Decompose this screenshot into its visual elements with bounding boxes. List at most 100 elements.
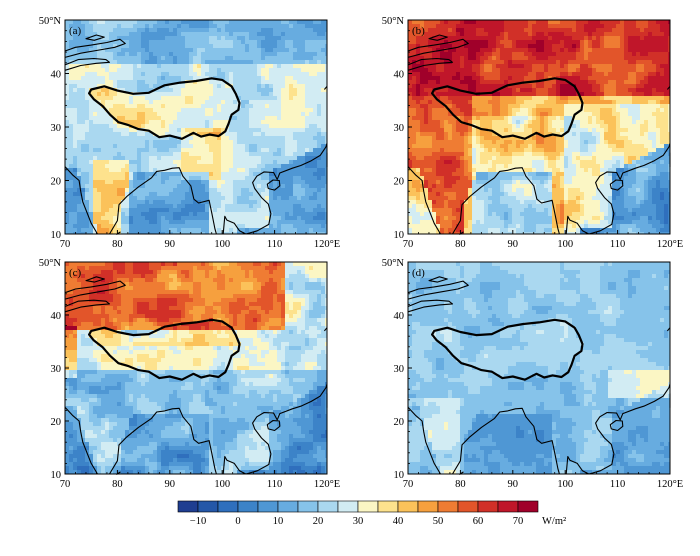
x-tick-label-a: 100 [214, 239, 230, 250]
colorbar-swatch [317, 500, 339, 513]
map-panel-b: (b) 70 80 90 100 110 120°E 50°N 40 30 20 10 [382, 16, 683, 250]
y-tick-label-b: 50°N [382, 16, 405, 27]
colorbar-unit: W/m² [542, 516, 566, 527]
coastline-b-1 [452, 167, 560, 235]
x-tick-label-b: 90 [508, 239, 519, 250]
y-tick-label-a: 20 [51, 177, 62, 188]
x-tick-label-d: 120°E [657, 479, 683, 490]
coastline-a-5 [64, 57, 111, 71]
colorbar-swatch [197, 500, 219, 513]
x-tick-label-d: 100 [557, 479, 573, 490]
y-tick-label-c: 20 [51, 417, 62, 428]
lake-outline-d [428, 276, 448, 283]
y-tick-label-a: 10 [51, 230, 62, 241]
colorbar-tick-label: 20 [313, 516, 324, 527]
x-tick-label-b: 100 [557, 239, 573, 250]
coastline-b-2 [565, 142, 671, 235]
colorbar-swatch [237, 500, 259, 513]
hainan-island-d [609, 419, 624, 432]
coastline-d-0 [407, 406, 441, 475]
x-tick-label-c: 80 [112, 479, 123, 490]
coastline-d-1 [452, 407, 560, 475]
x-tick-label-d: 110 [610, 479, 625, 490]
x-tick-label-b: 70 [403, 239, 414, 250]
x-tick-label-b: 110 [610, 239, 625, 250]
y-tick-label-a: 30 [51, 123, 62, 134]
coastline-d-4 [407, 280, 469, 300]
plateau-boundary-d [431, 318, 584, 381]
shaded-field-d [408, 262, 671, 475]
colorbar: −10 0 10 20 30 40 50 60 70 W/m² [177, 500, 566, 527]
y-tick-label-a: 50°N [39, 16, 62, 27]
x-tick-label-d: 70 [403, 479, 414, 490]
map-panel-a: (a) 70 80 90 100 110 120°E 50°N 40 30 20 10 [39, 16, 340, 250]
x-tick-label-d: 80 [455, 479, 466, 490]
y-tick-label-d: 20 [394, 417, 405, 428]
colorbar-tick-label: 10 [273, 516, 284, 527]
colorbar-tick-label: 60 [473, 516, 484, 527]
coastline-a-2 [222, 142, 328, 235]
hainan-island-a [266, 179, 281, 191]
x-tick-label-a: 70 [60, 239, 71, 250]
map-panel-d: (d) 70 80 90 100 110 120°E 50°N 40 30 20 10 [382, 258, 683, 490]
lake-outline-b [428, 34, 448, 41]
shaded-field-b [408, 20, 671, 235]
colorbar-swatch [497, 500, 519, 513]
lake-outline-c [85, 276, 105, 283]
panel-label-b: (b) [412, 25, 425, 37]
colorbar-swatch [277, 500, 299, 513]
coastline-c-1 [109, 407, 217, 475]
coastline-b-4 [407, 38, 469, 58]
x-tick-label-b: 80 [455, 239, 466, 250]
colorbar-tick-label: 50 [433, 516, 444, 527]
colorbar-tick-label: 40 [393, 516, 404, 527]
coastline-c-5 [64, 299, 111, 313]
coastline-b-5 [407, 57, 454, 71]
x-tick-label-a: 80 [112, 239, 123, 250]
plateau-boundary-c [88, 318, 241, 381]
y-tick-label-c: 50°N [39, 258, 62, 269]
colorbar-swatch [457, 500, 479, 513]
panel-label-a: (a) [69, 25, 82, 37]
hainan-island-b [609, 179, 624, 191]
y-tick-label-c: 30 [51, 364, 62, 375]
colorbar-swatch [417, 500, 439, 513]
colorbar-tick-label: −10 [190, 516, 206, 527]
panel-label-c: (c) [69, 267, 82, 279]
x-tick-label-c: 120°E [314, 479, 340, 490]
colorbar-swatch [257, 500, 279, 513]
coastline-c-0 [64, 406, 98, 475]
coastline-c-4 [64, 280, 126, 300]
colorbar-swatch [437, 500, 459, 513]
colorbar-swatch [297, 500, 319, 513]
colorbar-swatch [217, 500, 239, 513]
coastline-b-0 [407, 166, 441, 235]
y-tick-label-c: 10 [51, 470, 62, 481]
colorbar-swatch [517, 500, 539, 513]
colorbar-tick-label: 70 [513, 516, 524, 527]
coastline-a-0 [64, 166, 98, 235]
colorbar-swatch [397, 500, 419, 513]
hainan-island-c [266, 419, 281, 432]
x-tick-label-c: 110 [267, 479, 282, 490]
x-tick-label-c: 70 [60, 479, 71, 490]
colorbar-swatch [477, 500, 499, 513]
panel-label-d: (d) [412, 267, 425, 279]
coastline-c-2 [222, 383, 328, 475]
y-tick-label-b: 10 [394, 230, 405, 241]
plateau-boundary-b [431, 77, 584, 140]
map-panel-c: (c) 70 80 90 100 110 120°E 50°N 40 30 20 10 [39, 258, 340, 490]
coastline-d-5 [407, 299, 454, 313]
colorbar-swatch [177, 500, 199, 513]
y-tick-label-d: 50°N [382, 258, 405, 269]
coastline-d-2 [565, 383, 671, 475]
x-tick-label-d: 90 [508, 479, 519, 490]
colorbar-swatch [357, 500, 379, 513]
x-tick-label-a: 110 [267, 239, 282, 250]
colorbar-swatch [337, 500, 359, 513]
x-tick-label-c: 100 [214, 479, 230, 490]
colorbar-tick-label: 0 [235, 516, 240, 527]
x-tick-label-b: 120°E [657, 239, 683, 250]
shaded-field-c [65, 262, 328, 475]
